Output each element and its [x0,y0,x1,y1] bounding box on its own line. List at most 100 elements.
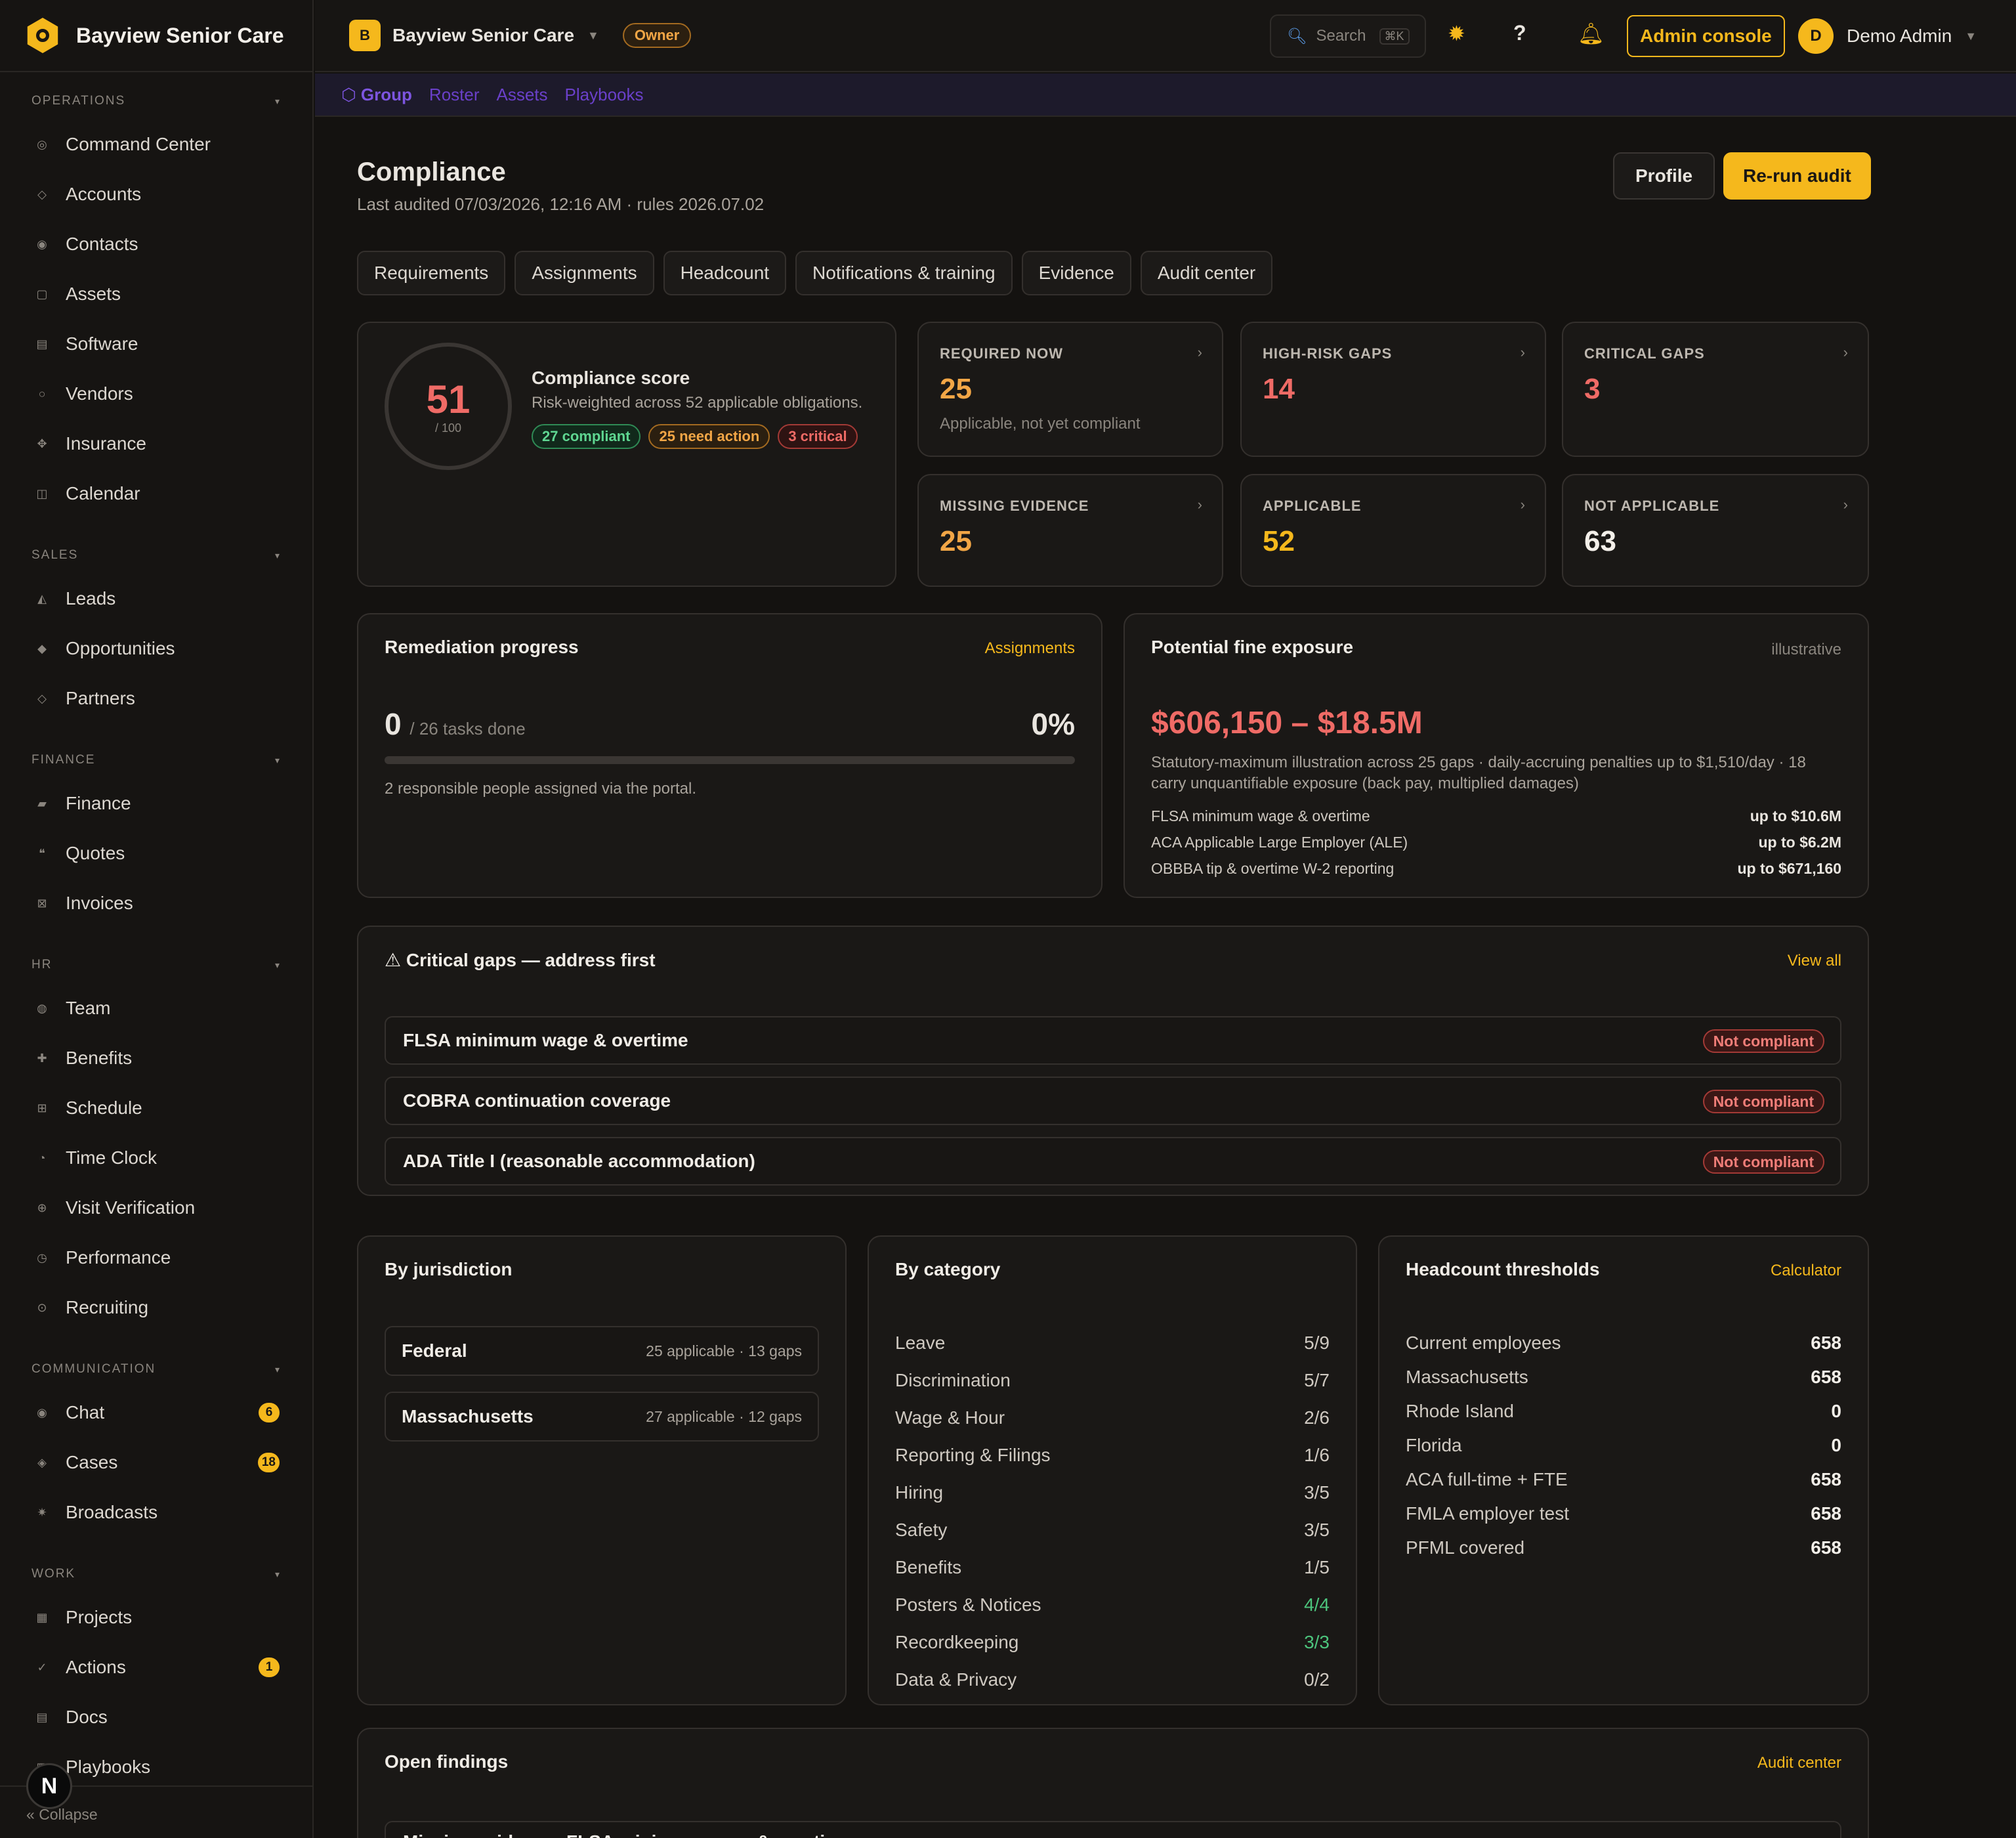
category-row[interactable]: Wage & Hour 2/6 [895,1405,1330,1431]
sidebar-item-label: Software [66,333,138,354]
help-icon[interactable]: ? [1513,21,1526,45]
sidebar-item-benefits[interactable]: ✚ Benefits [0,1033,312,1083]
stat-card-required-now[interactable]: REQUIRED NOW › 25 Applicable, not yet co… [917,322,1223,457]
search-placeholder: Search [1316,27,1366,45]
floating-avatar[interactable]: N [26,1763,72,1809]
tab-assignments[interactable]: Assignments [514,251,654,295]
rerun-audit-button[interactable]: Re-run audit [1723,152,1871,200]
category-row[interactable]: Discrimination 5/7 [895,1367,1330,1394]
subnav-roster[interactable]: Roster [429,84,480,104]
category-row[interactable]: Reporting & Filings 1/6 [895,1442,1330,1468]
nav-section-title: COMMUNICATION [32,1362,156,1376]
sidebar-item-actions[interactable]: ✓ Actions 1 [0,1642,312,1692]
assignments-link[interactable]: Assignments [984,639,1075,657]
nav-section-work[interactable]: WORK ▾ [0,1562,312,1586]
search-input[interactable]: 🔍︎ Search ⌘K [1270,14,1426,58]
subnav-assets[interactable]: Assets [496,84,548,104]
nav-section-communication[interactable]: COMMUNICATION ▾ [0,1357,312,1381]
sidebar-item-vendors[interactable]: ○ Vendors [0,369,312,419]
sidebar-item-quotes[interactable]: ❝ Quotes [0,828,312,878]
sidebar-item-chat[interactable]: ◉ Chat 6 [0,1388,312,1438]
sidebar-item-software[interactable]: ▤ Software [0,319,312,369]
category-row[interactable]: Safety 3/5 [895,1517,1330,1543]
sidebar-item-insurance[interactable]: ✥ Insurance [0,419,312,469]
sidebar-item-performance[interactable]: ◷ Performance [0,1233,312,1283]
tasks-total: / 26 tasks done [410,719,526,738]
jurisdiction-row[interactable]: Federal 25 applicable · 13 gaps [385,1326,819,1376]
nav-section-finance[interactable]: FINANCE ▾ [0,748,312,772]
sidebar-item-invoices[interactable]: ⊠ Invoices [0,878,312,928]
sidebar-item-recruiting[interactable]: ⊙ Recruiting [0,1283,312,1333]
sidebar-item-finance[interactable]: ▰ Finance [0,779,312,828]
category-row[interactable]: Posters & Notices 4/4 [895,1592,1330,1618]
profile-button[interactable]: Profile [1613,152,1715,200]
gap-row[interactable]: COBRA continuation coverage Not compliant [385,1077,1841,1125]
subnav-playbooks[interactable]: Playbooks [564,84,644,104]
nav-section-operations[interactable]: OPERATIONS ▾ [0,89,312,113]
by-jurisdiction-card: By jurisdiction Federal 25 applicable · 1… [357,1235,847,1705]
category-row[interactable]: Benefits 1/5 [895,1554,1330,1581]
gap-row[interactable]: FLSA minimum wage & overtime Not complian… [385,1016,1841,1065]
stat-card-applicable[interactable]: APPLICABLE › 52 [1240,474,1546,587]
topbar: B Bayview Senior Care ▼ Owner 🔍︎ Search … [315,0,2016,72]
sidebar-item-broadcasts[interactable]: ✷ Broadcasts [0,1487,312,1537]
sidebar-item-projects[interactable]: ▦ Projects [0,1592,312,1642]
audit-center-link[interactable]: Audit center [1757,1754,1841,1772]
category-row[interactable]: Leave 5/9 [895,1330,1330,1356]
view-all-link[interactable]: View all [1787,952,1841,970]
category-value: 1/5 [1304,1557,1330,1577]
sidebar-item-time-clock[interactable]: ◔ Time Clock [0,1133,312,1183]
category-row[interactable]: Recordkeeping 3/3 [895,1629,1330,1656]
nav-section-title: HR [32,958,52,972]
sidebar-item-calendar[interactable]: ◫ Calendar [0,469,312,519]
tab-evidence[interactable]: Evidence [1021,251,1131,295]
stat-card-missing-evidence[interactable]: MISSING EVIDENCE › 25 [917,474,1223,587]
calculator-link[interactable]: Calculator [1770,1262,1841,1279]
sidebar-item-accounts[interactable]: ◇ Accounts [0,169,312,219]
need-action-pill[interactable]: 25 need action [648,424,770,449]
compliant-pill[interactable]: 27 compliant [532,424,641,449]
sidebar-item-label: Cases [66,1452,118,1472]
sidebar-item-visit-verification[interactable]: ⊕ Visit Verification [0,1183,312,1233]
nav-section-sales[interactable]: SALES ▾ [0,544,312,567]
collapse-button[interactable]: « Collapse [26,1806,98,1824]
gap-row[interactable]: ADA Title I (reasonable accommodation) No… [385,1137,1841,1186]
nav-icon: ◍ [37,1001,47,1015]
sidebar-item-partners[interactable]: ◇ Partners [0,673,312,723]
sidebar-item-team[interactable]: ◍ Team [0,983,312,1033]
stat-card-not-applicable[interactable]: NOT APPLICABLE › 63 [1562,474,1869,587]
sidebar-item-opportunities[interactable]: ◆ Opportunities [0,624,312,673]
admin-console-button[interactable]: Admin console [1627,15,1785,57]
nav-icon: ◉ [37,237,47,251]
sidebar-item-assets[interactable]: ▢ Assets [0,269,312,319]
brand[interactable]: Bayview Senior Care [0,0,312,72]
tab-audit-center[interactable]: Audit center [1140,251,1273,295]
jurisdiction-row[interactable]: Massachusetts 27 applicable · 12 gaps [385,1392,819,1442]
category-row[interactable]: Data & Privacy 0/2 [895,1667,1330,1693]
sidebar-item-leads[interactable]: ◭ Leads [0,574,312,624]
org-switcher[interactable]: B Bayview Senior Care ▼ Owner [349,20,692,51]
user-menu[interactable]: D Demo Admin ▼ [1798,18,1977,54]
finding-row[interactable]: Missing evidence: FLSA minimum wage & ov… [385,1821,1841,1838]
category-row[interactable]: Hiring 3/5 [895,1480,1330,1506]
sidebar-item-docs[interactable]: ▤ Docs [0,1692,312,1742]
tab-headcount[interactable]: Headcount [663,251,787,295]
theme-sun-icon[interactable]: ✹ [1448,22,1465,45]
stat-card-critical-gaps[interactable]: CRITICAL GAPS › 3 [1562,322,1869,457]
critical-pill[interactable]: 3 critical [778,424,858,449]
stat-card-high-risk-gaps[interactable]: HIGH-RISK GAPS › 14 [1240,322,1546,457]
sidebar-item-label: Finance [66,793,131,813]
stat-value: 25 [940,373,972,405]
role-badge: Owner [622,23,692,48]
tab-requirements[interactable]: Requirements [357,251,506,295]
tab-notifications-training[interactable]: Notifications & training [795,251,1013,295]
sidebar-item-contacts[interactable]: ◉ Contacts [0,219,312,269]
sidebar-item-schedule[interactable]: ⊞ Schedule [0,1083,312,1133]
bell-icon[interactable]: 🔔︎ [1578,22,1605,45]
sidebar-item-cases[interactable]: ◈ Cases 18 [0,1438,312,1487]
fine-label: ACA Applicable Large Employer (ALE) [1151,834,1408,851]
subnav-group[interactable]: ⬡ Group [341,84,412,104]
sidebar-item-command-center[interactable]: ◎ Command Center [0,119,312,169]
nav-section-hr[interactable]: HR ▾ [0,953,312,977]
nav-section-title: SALES [32,548,79,562]
